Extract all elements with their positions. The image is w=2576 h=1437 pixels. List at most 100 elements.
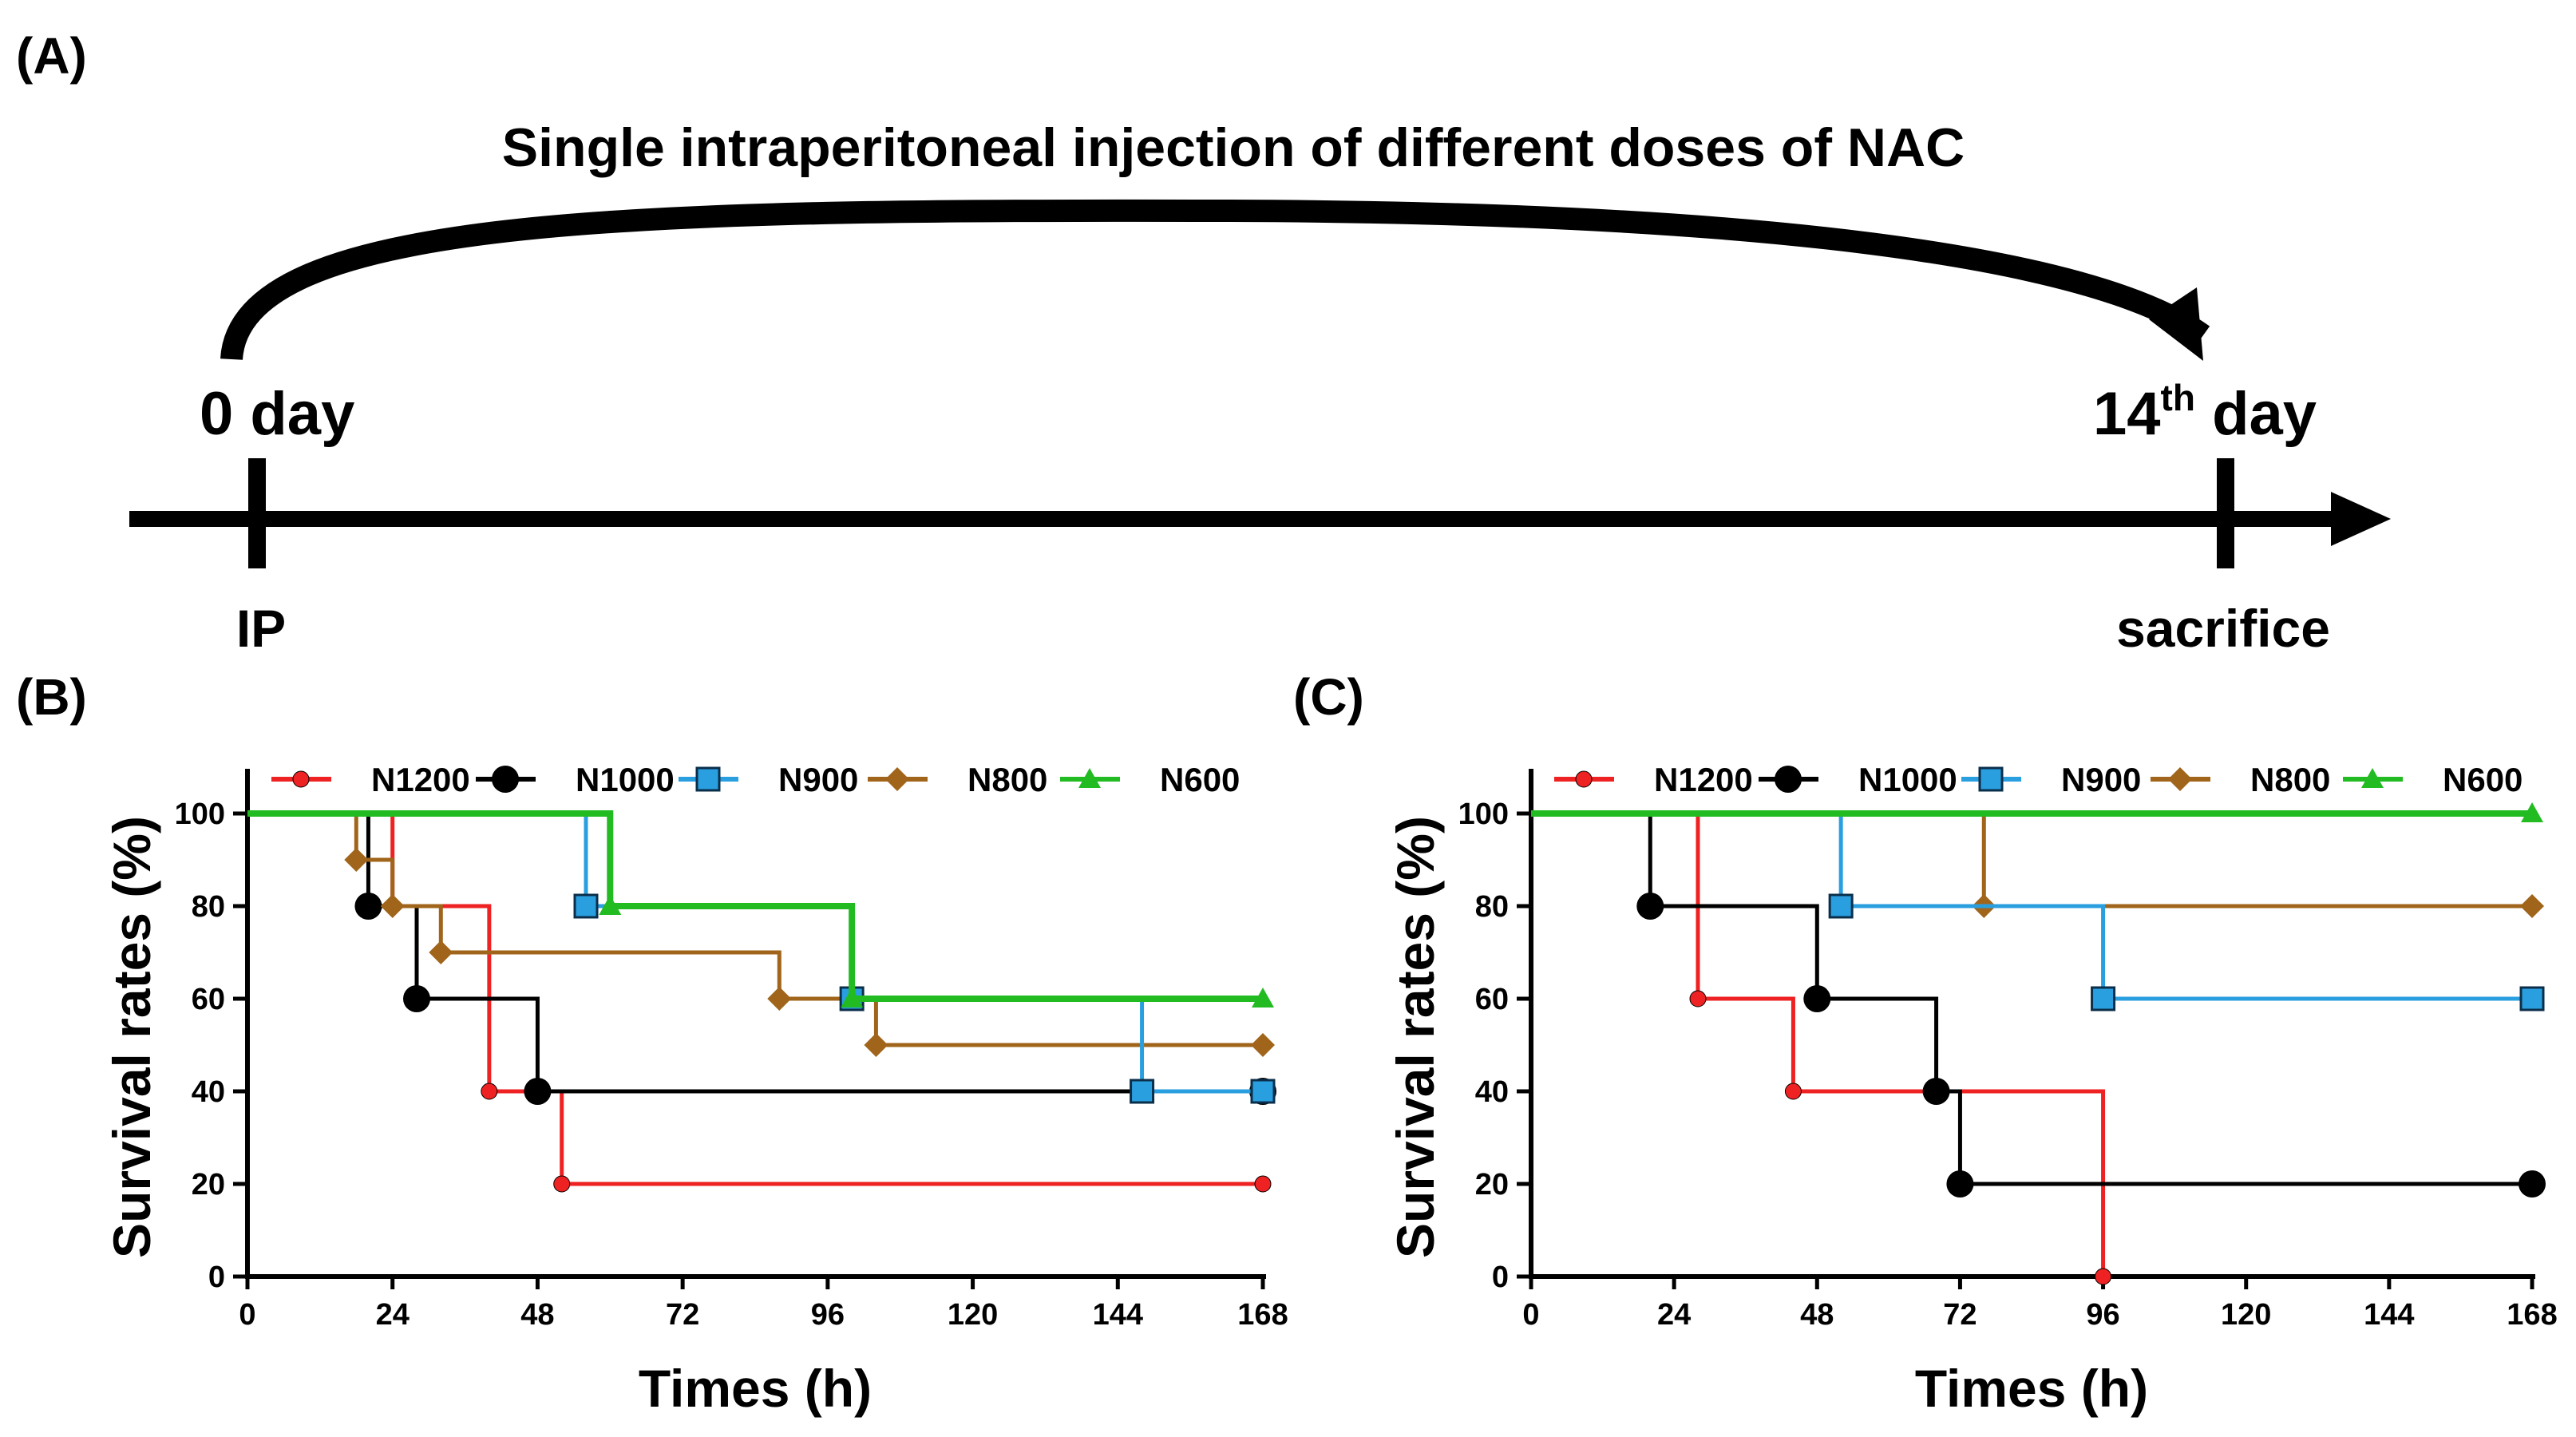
legend: N1200 N1000 N900 N800 N600: [271, 761, 1240, 798]
legend-swatch-marker: [492, 766, 519, 793]
panel-a: (A) Single intraperitoneal injection of …: [16, 27, 2391, 658]
legend-swatch-marker: [885, 767, 909, 791]
legend-item-n1200: N1200: [271, 761, 470, 798]
x-tick-label: 48: [1800, 1298, 1834, 1332]
x-tick-label: 0: [1522, 1298, 1539, 1332]
data-point-n900: [1250, 1079, 1276, 1104]
series-line-n800: [1531, 811, 2532, 909]
x-tick-label: 120: [2221, 1298, 2271, 1332]
data-point-n900: [2519, 986, 2545, 1011]
x-tick-label: 120: [948, 1298, 998, 1332]
y-tick-label: 20: [1475, 1168, 1509, 1201]
data-point-n1200: [481, 1083, 498, 1100]
data-point-n800: [1251, 1033, 1275, 1057]
data-point-n1000: [2519, 1170, 2546, 1198]
data-point-n900: [1828, 893, 1854, 919]
y-tick-label: 100: [175, 798, 225, 831]
y-tick-label: 40: [192, 1075, 225, 1109]
y-tick-label: 40: [1475, 1075, 1509, 1109]
series-n800: [247, 811, 1275, 1057]
panel-a-tag: (A): [16, 27, 87, 85]
data-point-n1200: [2095, 1268, 2112, 1285]
y-tick-label: 80: [1475, 890, 1509, 924]
series-n1000: [247, 811, 1276, 1105]
legend-item-n900: N900: [1961, 761, 2141, 798]
timeline-start-sub: IP: [236, 599, 286, 658]
series-n1000: [1531, 811, 2546, 1198]
data-point-n1000: [1946, 1170, 1974, 1198]
legend-label: N600: [1160, 761, 1240, 798]
timeline-end-sup: th: [2161, 377, 2195, 418]
x-tick-label: 24: [1657, 1298, 1691, 1332]
legend-item-n600: N600: [2343, 761, 2523, 798]
series-n600: [1531, 802, 2543, 822]
legend-label: N1000: [576, 761, 675, 798]
data-point-n1200: [1689, 990, 1707, 1007]
series-n800: [1531, 811, 2544, 918]
data-point-n1000: [1636, 893, 1664, 920]
series-line-n1200: [1531, 811, 2106, 1277]
timeline-end-sub: sacrifice: [2116, 599, 2330, 658]
legend-swatch-marker: [1575, 770, 1593, 788]
legend-swatch-marker: [1078, 768, 1101, 788]
legend-item-n600: N600: [1060, 761, 1240, 798]
data-point-n900: [573, 893, 599, 919]
y-axis-title: Survival rates (%): [102, 816, 161, 1258]
data-point-n1200: [1254, 1175, 1272, 1193]
chart-c: 0 20 40 60 80 100 0 24 48 72 96 120 144 168 Times (h) S…: [1386, 761, 2558, 1418]
x-axis-title: Times (h): [1915, 1359, 2148, 1418]
data-point-n1000: [403, 985, 430, 1012]
series-n900: [247, 811, 1276, 1104]
data-point-n1200: [553, 1175, 571, 1193]
data-point-n900: [1130, 1079, 1155, 1104]
legend-item-n1000: N1000: [1759, 761, 1957, 798]
series-n1200: [1531, 811, 2112, 1285]
x-tick-label: 168: [2507, 1298, 2557, 1332]
series-line-n600: [247, 810, 1263, 1002]
data-point-n1000: [1922, 1078, 1950, 1105]
legend: N1200 N1000 N900 N800 N600: [1554, 761, 2523, 798]
y-tick-label: 60: [192, 983, 225, 1016]
x-tick-label: 0: [239, 1298, 255, 1332]
legend-item-n1200: N1200: [1554, 761, 1753, 798]
x-tick-label: 96: [811, 1298, 845, 1332]
x-axis-title: Times (h): [639, 1359, 872, 1418]
panel-b-tag: (B): [16, 668, 87, 726]
data-point-n600: [599, 895, 622, 915]
y-tick-label: 80: [192, 890, 225, 924]
legend-label: N1200: [1654, 761, 1753, 798]
legend-swatch-marker: [1978, 766, 2004, 792]
legend-label: N600: [2443, 761, 2523, 798]
timeline-arc: [220, 199, 2210, 361]
series-line-n1000: [1531, 811, 2532, 1186]
legend-label: N900: [2061, 761, 2141, 798]
timeline-axis-arrowhead: [2331, 492, 2391, 546]
data-point-n1200: [1784, 1083, 1802, 1100]
data-point-n600: [1252, 988, 1274, 1007]
y-tick-label: 0: [1492, 1261, 1509, 1294]
y-tick-label: 0: [208, 1261, 225, 1294]
legend-swatch-marker: [2168, 767, 2192, 791]
y-axis-title: Survival rates (%): [1386, 816, 1445, 1258]
data-point-n900: [2091, 986, 2116, 1011]
x-tick-label: 168: [1237, 1298, 1288, 1332]
legend-item-n800: N800: [2151, 761, 2330, 798]
data-point-n800: [864, 1033, 888, 1057]
x-tick-label: 24: [376, 1298, 410, 1332]
series-n1200: [247, 811, 1272, 1193]
legend-label: N1000: [1858, 761, 1957, 798]
x-tick-label: 144: [2364, 1298, 2414, 1332]
legend-label: N1200: [371, 761, 470, 798]
panel-c: (C) 0 20 40 60 80 100 0 24 48 72 96 120 144 168 Times …: [1293, 668, 2558, 1418]
data-point-n600: [2521, 802, 2543, 822]
y-tick-label: 100: [1458, 798, 1509, 831]
data-point-n800: [380, 894, 405, 918]
x-tick-label: 144: [1093, 1298, 1143, 1332]
legend-item-n900: N900: [679, 761, 858, 798]
legend-label: N800: [967, 761, 1047, 798]
timeline-end-label: 14th day: [2093, 377, 2317, 448]
legend-swatch-marker: [2361, 768, 2384, 788]
legend-swatch-marker: [695, 766, 721, 792]
data-point-n1000: [524, 1078, 552, 1105]
